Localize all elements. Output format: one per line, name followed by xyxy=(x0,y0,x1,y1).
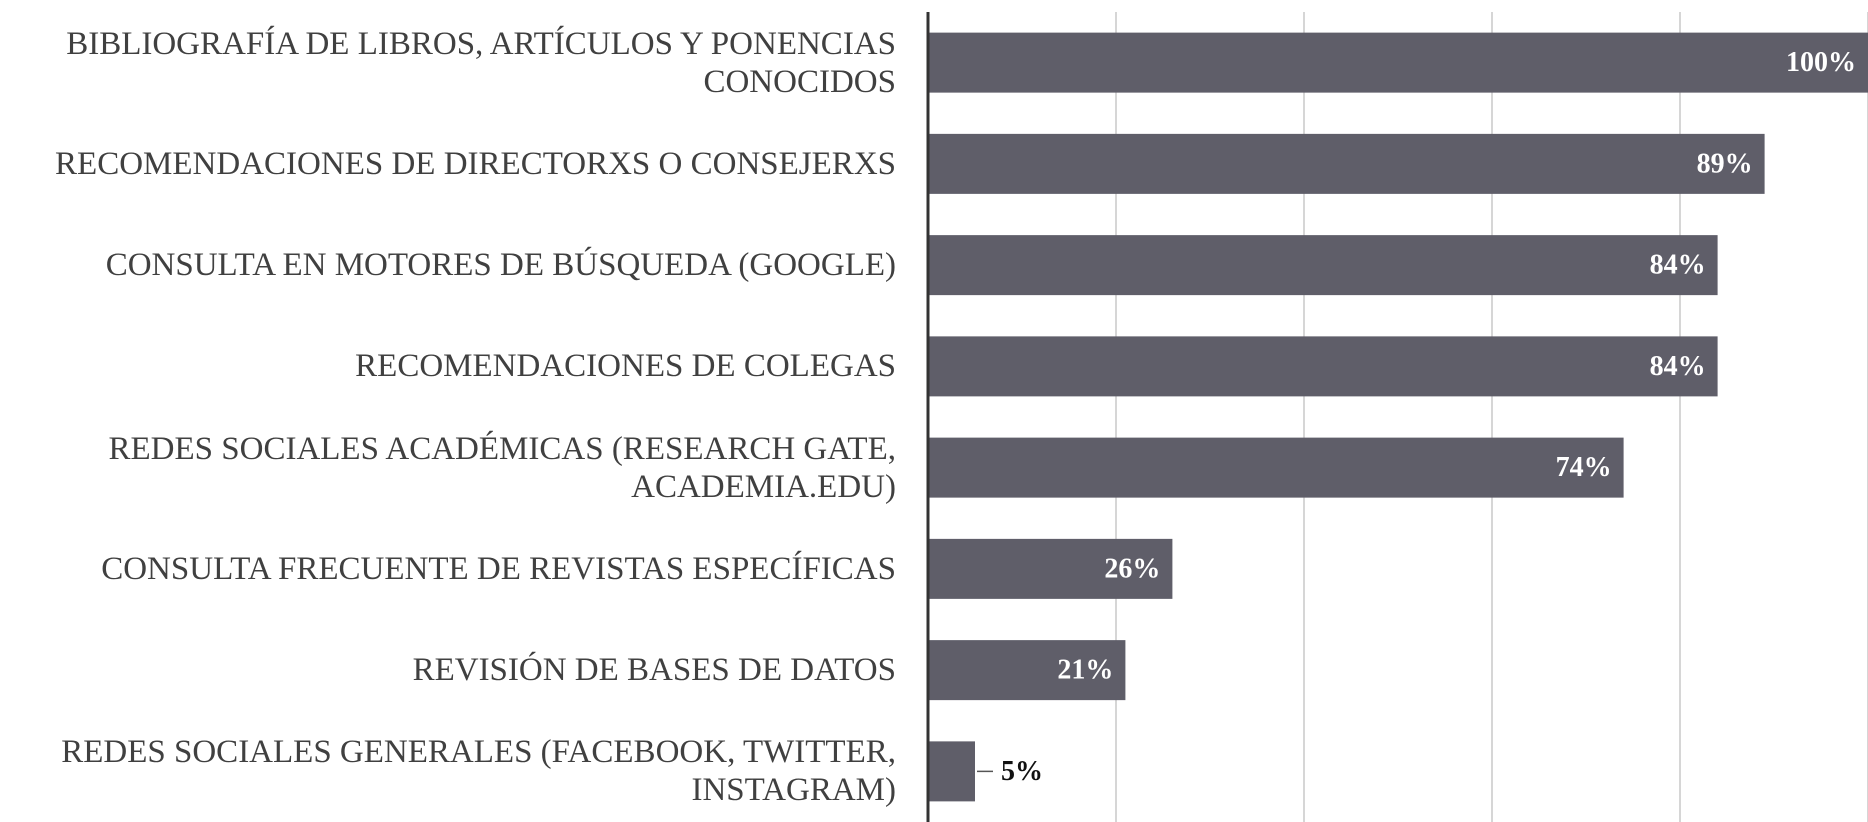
category-label: REDES SOCIALES GENERALES (FACEBOOK, TWIT… xyxy=(61,734,896,809)
category-label: CONSULTA FRECUENTE DE REVISTAS ESPECÍFIC… xyxy=(101,550,896,587)
bar xyxy=(928,741,975,802)
bar xyxy=(928,32,1868,93)
value-label: 84% xyxy=(1650,351,1706,382)
category-label: CONSULTA EN MOTORES DE BÚSQUEDA (GOOGLE) xyxy=(105,247,896,284)
bar xyxy=(928,235,1718,296)
bar xyxy=(928,336,1718,397)
bar xyxy=(928,640,1126,701)
category-label: RECOMENDACIONES DE DIRECTORXS O CONSEJER… xyxy=(55,145,896,182)
value-label: 84% xyxy=(1650,250,1706,281)
bar xyxy=(928,538,1173,599)
bar xyxy=(928,437,1624,498)
value-label: 100% xyxy=(1786,47,1856,78)
value-label: 74% xyxy=(1556,452,1612,483)
value-label: 21% xyxy=(1057,655,1113,686)
category-label: BIBLIOGRAFÍA DE LIBROS, ARTÍCULOS Y PONE… xyxy=(66,25,896,100)
value-label: 26% xyxy=(1104,553,1160,584)
value-label: 89% xyxy=(1697,148,1753,179)
value-label: 5% xyxy=(1001,756,1043,787)
bar xyxy=(928,133,1765,194)
category-label: REDES SOCIALES ACADÉMICAS (RESEARCH GATE… xyxy=(108,430,897,505)
category-label: REVISIÓN DE BASES DE DATOS xyxy=(412,652,896,689)
category-label: RECOMENDACIONES DE COLEGAS xyxy=(355,348,896,385)
